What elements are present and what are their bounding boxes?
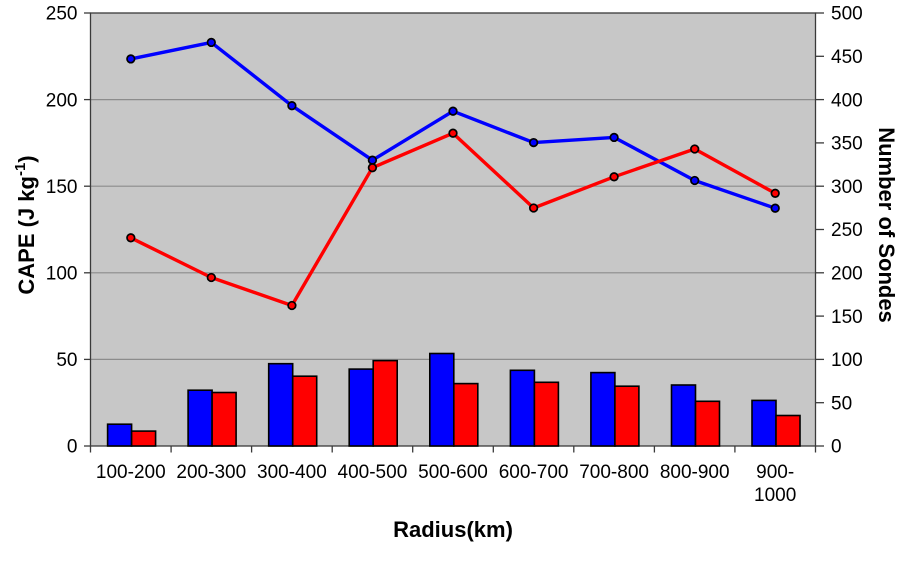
svg-text:0: 0 <box>67 437 78 458</box>
svg-text:150: 150 <box>831 307 863 328</box>
svg-text:400: 400 <box>831 90 863 111</box>
svg-text:1000: 1000 <box>754 485 796 506</box>
svg-text:200: 200 <box>831 264 863 285</box>
svg-text:150: 150 <box>46 177 78 198</box>
svg-text:Number of Sondes: Number of Sondes <box>874 127 899 323</box>
svg-text:450: 450 <box>831 47 863 68</box>
svg-text:250: 250 <box>831 220 863 241</box>
svg-text:600-700: 600-700 <box>499 462 569 483</box>
svg-text:100: 100 <box>46 264 78 285</box>
svg-text:400-500: 400-500 <box>338 462 408 483</box>
svg-text:200-300: 200-300 <box>176 462 246 483</box>
svg-text:500: 500 <box>831 4 863 25</box>
svg-text:50: 50 <box>56 350 77 371</box>
svg-text:900-: 900- <box>756 462 794 483</box>
svg-text:300: 300 <box>831 177 863 198</box>
svg-text:700-800: 700-800 <box>579 462 649 483</box>
svg-text:250: 250 <box>46 4 78 25</box>
svg-text:0: 0 <box>831 437 842 458</box>
svg-text:100-200: 100-200 <box>96 462 166 483</box>
svg-text:CAPE (J kg-1): CAPE (J kg-1) <box>12 155 39 294</box>
svg-text:Radius(km): Radius(km) <box>393 517 513 542</box>
svg-text:350: 350 <box>831 134 863 155</box>
svg-text:50: 50 <box>831 393 852 414</box>
svg-text:500-600: 500-600 <box>418 462 488 483</box>
svg-text:200: 200 <box>46 90 78 111</box>
svg-text:300-400: 300-400 <box>257 462 327 483</box>
svg-text:100: 100 <box>831 350 863 371</box>
svg-text:800-900: 800-900 <box>660 462 730 483</box>
